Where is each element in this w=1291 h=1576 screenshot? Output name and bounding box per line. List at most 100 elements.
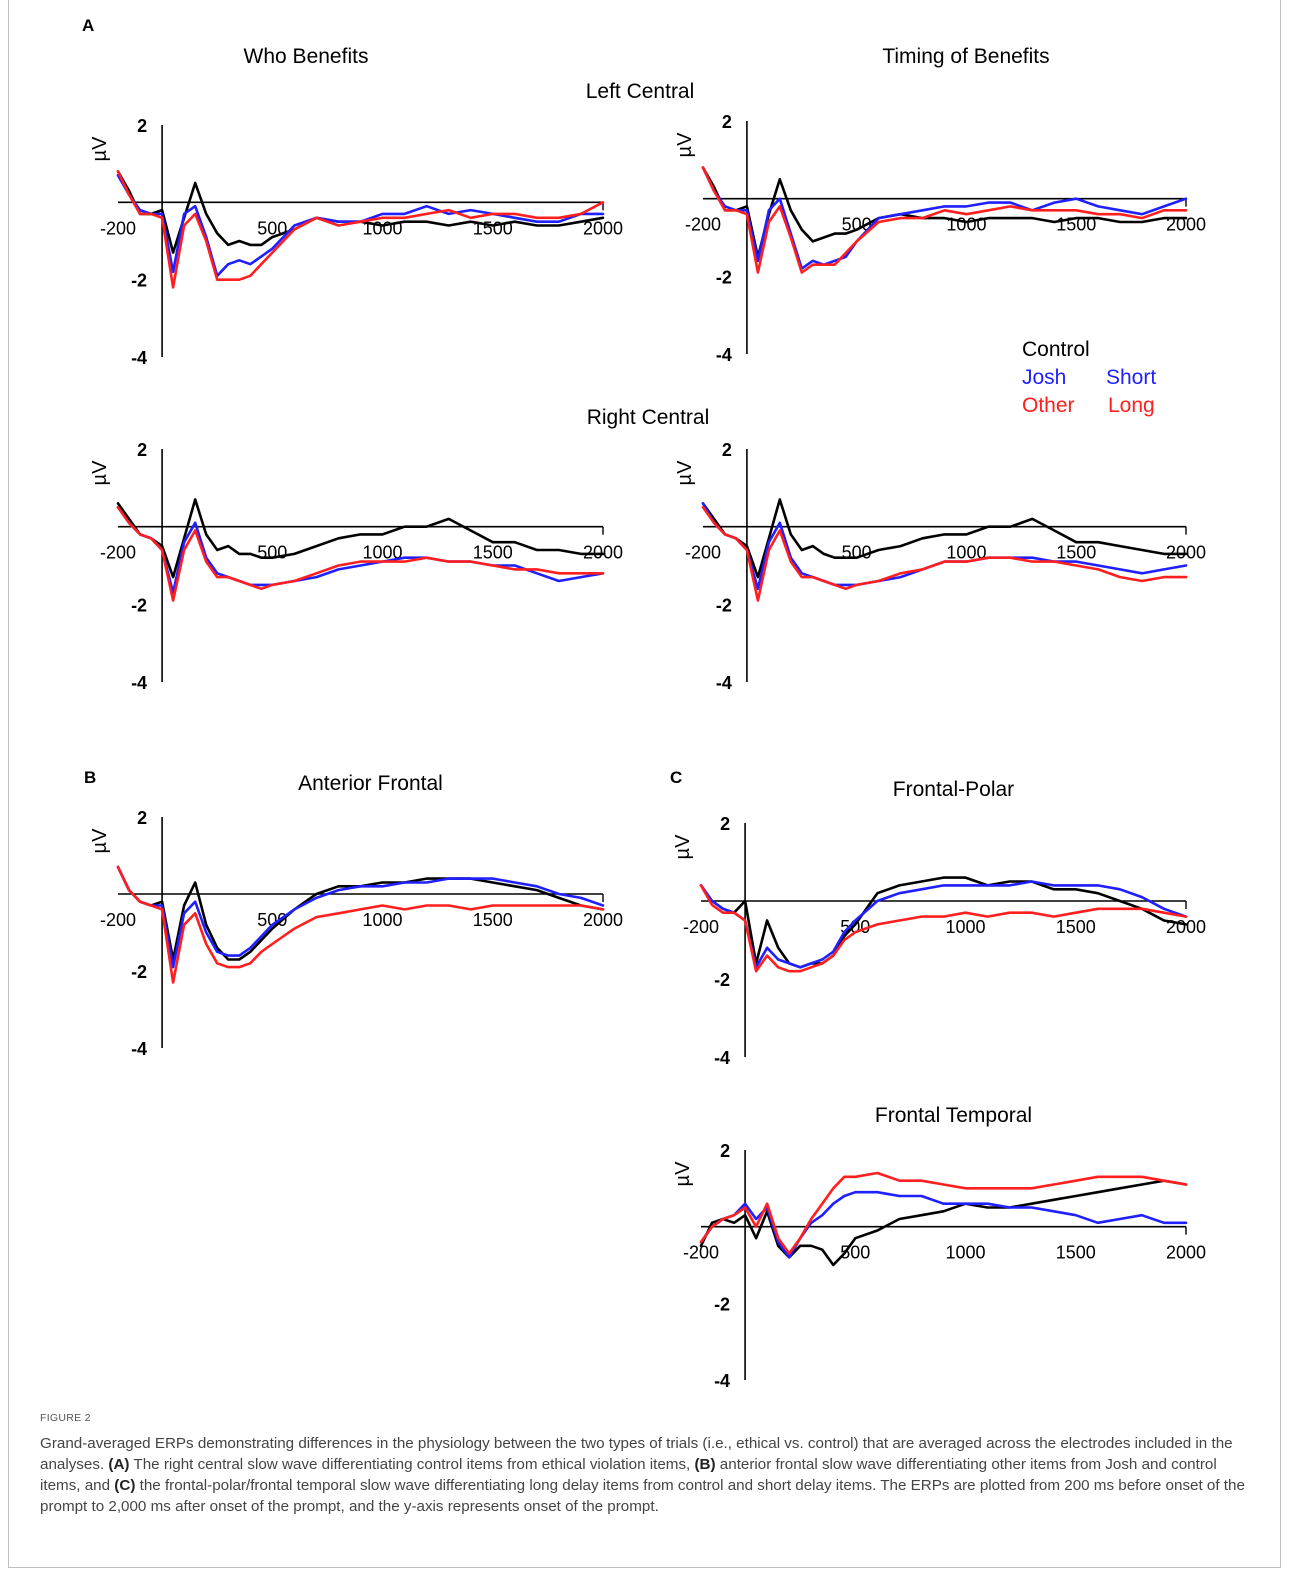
- chart-right-central-timing: µV2-2-4-200 500 1000 1500 2000: [674, 440, 1206, 693]
- y-tick-label: -4: [716, 673, 732, 693]
- x-tick-label: -200: [683, 1243, 719, 1263]
- chart-right-central-who: µV2-2-4-200 500 1000 1500 2000: [89, 440, 623, 693]
- x-tick-label: -200: [683, 917, 719, 937]
- x-tick-label: 1500: [1056, 917, 1096, 937]
- series-line-other: [116, 865, 605, 984]
- figure-caption: Grand-averaged ERPs demonstrating differ…: [40, 1433, 1255, 1517]
- y-axis-label: µV: [89, 828, 111, 854]
- y-tick-label: 2: [720, 814, 730, 834]
- series-line-short: [699, 1190, 1188, 1259]
- x-tick-label: 1000: [363, 910, 403, 930]
- series-line-long: [701, 505, 1188, 602]
- column-title-who-benefits: Who Benefits: [244, 45, 369, 68]
- column-title-timing-of-benefits: Timing of Benefits: [882, 45, 1049, 68]
- series-line-josh: [116, 505, 605, 595]
- chart-title: Frontal-Polar: [893, 778, 1014, 801]
- panel-a-headers: Who Benefits Timing of Benefits Left Cen…: [244, 45, 1050, 429]
- caption-panel-ref: (C): [114, 1477, 136, 1494]
- x-tick-label: -200: [685, 543, 721, 563]
- x-tick-label: 1500: [473, 218, 513, 238]
- panel-letter-c: C: [670, 768, 683, 787]
- x-tick-label: 1500: [1056, 543, 1096, 563]
- series-line-long: [699, 1171, 1188, 1255]
- legend-josh: Josh: [1022, 366, 1066, 389]
- y-tick-label: -2: [716, 595, 732, 615]
- chart-left-central-who: µV2-2-4-200 500 1000 1500 2000: [89, 116, 623, 368]
- series-line-short: [699, 880, 1188, 969]
- series-line-control: [116, 498, 605, 579]
- x-tick-label: -200: [685, 215, 721, 235]
- series-line-control: [699, 1179, 1188, 1267]
- x-tick-label: 500: [842, 215, 872, 235]
- y-axis-label: µV: [672, 834, 694, 860]
- y-tick-label: -2: [131, 595, 147, 615]
- y-tick-label: 2: [722, 440, 732, 460]
- y-tick-label: 2: [137, 808, 147, 828]
- caption-part: Grand-averaged ERPs demonstrating differ…: [40, 1435, 1233, 1473]
- series-line-control: [116, 865, 605, 961]
- series-line-long: [701, 166, 1188, 274]
- figure-plots: Who Benefits Timing of Benefits Left Cen…: [89, 45, 1206, 1391]
- x-tick-label: 1000: [946, 1243, 986, 1263]
- series-line-control: [116, 170, 605, 254]
- x-tick-label: 1000: [946, 215, 986, 235]
- y-tick-label: 2: [137, 116, 147, 136]
- chart-title: Anterior Frontal: [298, 772, 443, 795]
- x-tick-label: 500: [257, 910, 287, 930]
- y-axis-label: µV: [674, 460, 696, 486]
- y-tick-label: -4: [714, 1371, 730, 1391]
- legend-short: Short: [1106, 366, 1156, 389]
- y-tick-label: 2: [722, 112, 732, 132]
- caption-part: The right central slow wave differentiat…: [129, 1456, 695, 1473]
- legend-other: Other: [1022, 394, 1075, 417]
- row-title-right-central: Right Central: [587, 406, 710, 429]
- y-tick-label: -4: [131, 1039, 147, 1059]
- chart-left-central-timing: µV2-2-4-200 500 1000 1500 2000: [674, 112, 1206, 365]
- caption-panel-ref: (B): [694, 1456, 716, 1473]
- series-line-josh: [116, 865, 605, 969]
- legend: Control Josh Short Other Long: [1022, 338, 1156, 417]
- chart-title: Frontal Temporal: [875, 1104, 1032, 1127]
- y-tick-label: -2: [716, 267, 732, 287]
- legend-long: Long: [1108, 394, 1155, 417]
- series-line-other: [116, 505, 605, 602]
- y-tick-label: -4: [131, 673, 147, 693]
- x-tick-label: 1000: [363, 543, 403, 563]
- y-tick-label: 2: [137, 440, 147, 460]
- y-axis-label: µV: [89, 136, 111, 162]
- y-axis-label: µV: [672, 1161, 694, 1187]
- x-tick-label: 1500: [473, 543, 513, 563]
- series-line-short: [701, 166, 1188, 270]
- chart-anterior-frontal: Anterior Frontal µV 2 -2 -4 -200 500 1000 1500 20…: [89, 772, 623, 1059]
- caption-panel-ref: (A): [108, 1456, 130, 1473]
- caption-part: the frontal-polar/frontal temporal slow …: [40, 1477, 1245, 1515]
- y-axis-label: µV: [674, 132, 696, 158]
- x-tick-label: 2000: [583, 218, 623, 238]
- x-tick-label: -200: [100, 543, 136, 563]
- x-tick-label: 1000: [946, 917, 986, 937]
- x-tick-label: 2000: [1166, 1243, 1206, 1263]
- y-axis-label: µV: [89, 460, 111, 486]
- figure-frame: [8, 0, 1281, 1568]
- legend-control: Control: [1022, 338, 1090, 361]
- y-tick-label: 2: [720, 1141, 730, 1161]
- x-tick-label: -200: [100, 218, 136, 238]
- series-line-long: [699, 884, 1188, 973]
- x-tick-label: 2000: [1166, 917, 1206, 937]
- chart-layer: µV 2 -2 -4 -200 500 1000 1500 2000 µV 2 -2 -4 -200 500…: [89, 112, 1206, 1391]
- x-tick-label: -200: [100, 910, 136, 930]
- series-line-control: [701, 498, 1188, 579]
- x-tick-label: 1000: [946, 543, 986, 563]
- caption-part: anterior frontal slow wave differentiati…: [40, 1456, 1217, 1494]
- y-tick-label: -4: [131, 348, 147, 368]
- panel-letter-a: A: [82, 16, 95, 35]
- series-line-other: [116, 170, 605, 289]
- x-tick-label: 2000: [1166, 215, 1206, 235]
- x-tick-label: 1500: [473, 910, 513, 930]
- x-tick-label: 1500: [1056, 1243, 1096, 1263]
- y-tick-label: -2: [714, 1294, 730, 1314]
- y-tick-label: -2: [131, 271, 147, 291]
- figure-label: FIGURE 2: [40, 1412, 91, 1424]
